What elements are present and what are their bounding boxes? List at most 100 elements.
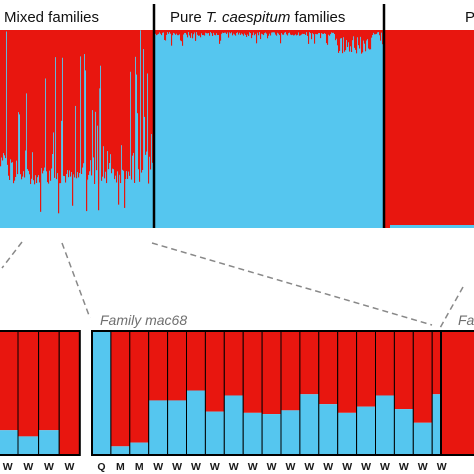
pure-bar <box>259 30 261 33</box>
bar-red <box>0 331 19 431</box>
bar-blue <box>262 414 281 455</box>
mixed-bar <box>95 30 97 112</box>
mixed-bar <box>121 30 123 146</box>
bar-red <box>441 331 474 455</box>
pure-bar <box>211 30 213 34</box>
pure-bar <box>278 30 280 34</box>
pure-bar <box>345 30 347 51</box>
mixed-bar <box>106 30 108 184</box>
pure-bar <box>191 30 193 34</box>
mixed-bar <box>150 30 152 170</box>
pure-bar <box>323 30 325 34</box>
pure-bar <box>227 30 229 33</box>
pure-bar <box>267 30 269 39</box>
mixed-bar <box>92 30 94 111</box>
mixed-bar <box>144 30 146 117</box>
pure-bar <box>313 30 315 35</box>
bar-red <box>186 331 206 391</box>
bar-red <box>18 331 39 437</box>
mixed-bar <box>26 30 28 94</box>
mixed-bar <box>21 30 23 180</box>
pure-bar <box>246 30 248 37</box>
pure-bar <box>372 30 374 35</box>
mixed-bar <box>71 30 73 172</box>
pure-bar <box>285 30 287 33</box>
bar-blue <box>0 430 19 455</box>
pure-bar <box>193 30 195 35</box>
mixed-bar <box>123 30 125 171</box>
pure-bar <box>360 30 362 37</box>
pure-bar <box>247 30 249 35</box>
mixed-bar <box>65 30 67 183</box>
mixed-bar <box>78 30 80 178</box>
bar-red <box>148 331 168 401</box>
pure-bar <box>354 30 356 48</box>
tick-label: W <box>229 461 239 473</box>
pure-bar <box>327 30 329 45</box>
mixed-bar <box>5 30 7 159</box>
mixed-bar <box>105 30 107 172</box>
mixed-bar <box>104 30 106 179</box>
pure-bar <box>294 30 296 36</box>
pure-bar <box>183 30 185 35</box>
pure-bar <box>176 30 178 34</box>
pure-bar <box>350 30 352 47</box>
pure-bar <box>264 30 266 34</box>
bar-red <box>59 331 80 455</box>
pure-bar <box>346 30 348 41</box>
mixed-bar <box>20 30 22 175</box>
pure-bar <box>275 30 277 35</box>
pure-bar <box>245 30 247 35</box>
pure-bar <box>326 30 328 44</box>
pure-bar <box>168 30 170 34</box>
mixed-bar <box>107 30 109 152</box>
mixed-bar <box>148 30 150 184</box>
pure-bar <box>186 30 188 35</box>
tick-label: W <box>323 461 333 473</box>
pure-bar <box>271 30 273 33</box>
mixed-bar <box>46 30 48 172</box>
bar-red <box>205 331 225 412</box>
pure-bar <box>166 30 168 35</box>
pure-bar <box>355 30 357 50</box>
pure-bar <box>292 30 294 35</box>
pure-bar <box>315 30 317 34</box>
pure-bar <box>228 30 230 38</box>
tick-label: W <box>418 461 428 473</box>
pure-bar <box>284 30 286 33</box>
pure-bar <box>196 30 198 33</box>
pure-bar <box>261 30 263 34</box>
zoom-line-1 <box>1 241 23 269</box>
pure-bar <box>214 30 216 35</box>
pure-bar <box>371 30 373 38</box>
pure-bar <box>257 30 259 33</box>
third-blue-trace <box>390 225 474 228</box>
mixed-bar <box>136 30 138 75</box>
pure-bar <box>206 30 208 34</box>
bar-red <box>224 331 244 396</box>
mixed-bar <box>117 30 119 172</box>
pure-bar <box>382 30 384 45</box>
mixed-bar <box>77 30 79 173</box>
mixed-bar <box>108 30 110 170</box>
mixed-bar <box>141 30 143 173</box>
bar-blue <box>205 411 225 455</box>
pure-bar <box>280 30 282 44</box>
mixed-bar <box>76 30 78 179</box>
pure-bar <box>195 30 197 41</box>
pure-bar <box>159 30 161 33</box>
pure-bar <box>357 30 359 38</box>
mixed-bar <box>0 30 2 167</box>
mixed-bar <box>74 30 76 178</box>
pure-blue-block <box>154 30 384 228</box>
pure-bar <box>198 30 200 36</box>
mixed-bar <box>25 30 27 151</box>
mixed-bar <box>57 30 59 174</box>
pure-bar <box>290 30 292 35</box>
bar-red <box>337 331 357 413</box>
pure-bar <box>337 30 339 46</box>
bar-blue <box>92 331 111 455</box>
pure-bar <box>253 30 255 33</box>
bar-red <box>243 331 263 413</box>
